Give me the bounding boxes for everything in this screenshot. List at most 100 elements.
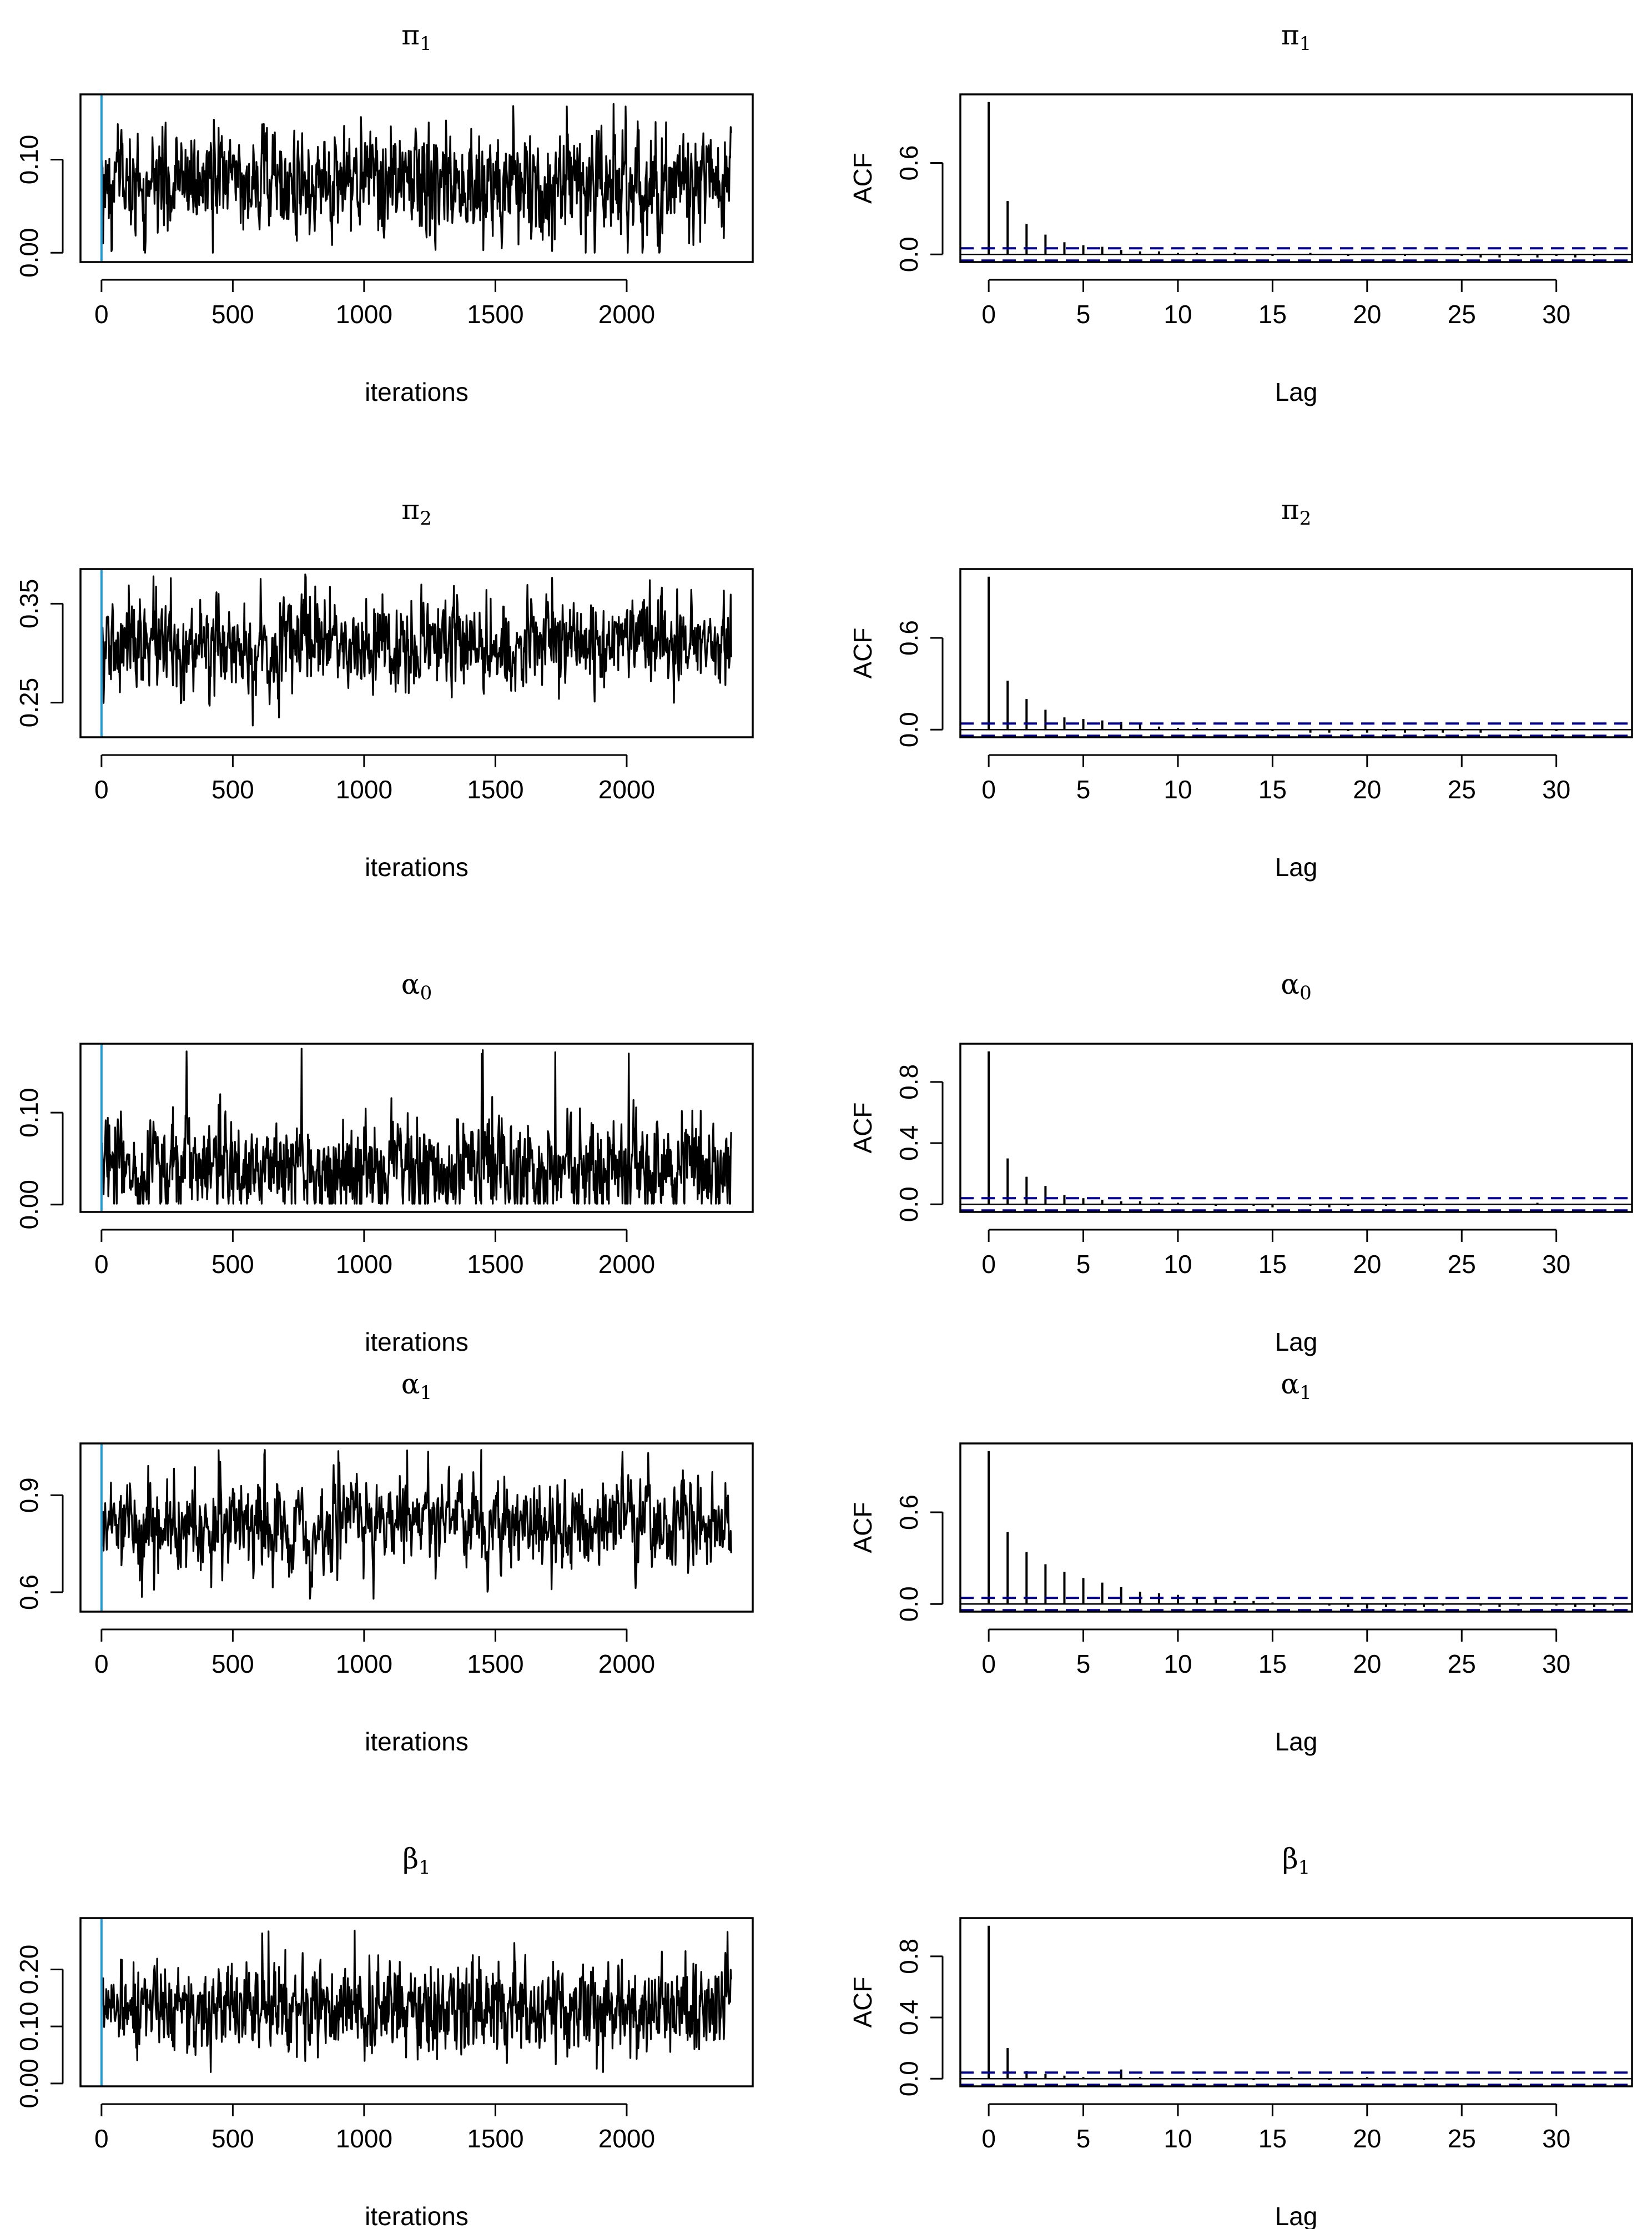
y-tick-label: 0.9 [14,1477,43,1513]
trace-series [100,1929,732,2073]
x-tick-label: 500 [211,1250,254,1279]
x-tick-label: 2000 [598,300,655,329]
x-axis-label: iterations [365,1727,469,1756]
y-axis-label: ACF [848,1502,877,1553]
y-tick-label: 0.0 [894,1586,923,1622]
y-tick-label: 0.20 [14,1945,43,1995]
x-axis-label: Lag [1275,378,1318,406]
x-axis-label: iterations [365,2202,469,2229]
x-tick-label: 5 [1076,1250,1091,1279]
y-axis-label: ACF [848,1103,877,1154]
y-tick-label: 0.00 [14,228,43,278]
plot-frame [959,1442,1633,1613]
x-axis-label: Lag [1275,1727,1318,1756]
y-tick-label: 0.6 [14,1574,43,1610]
x-axis-label: iterations [365,1327,469,1356]
x-tick-label: 10 [1164,2124,1192,2153]
panel-title: π1 [1281,19,1312,55]
y-tick-label: 0.6 [894,145,923,181]
plot-frame [79,1043,754,1213]
x-tick-label: 25 [1448,300,1476,329]
x-tick-label: 0 [981,300,996,329]
x-tick-label: 1500 [467,300,523,329]
y-tick-label: 0.8 [894,1939,923,1974]
y-tick-label: 0.8 [894,1064,923,1100]
plot-frame [959,568,1633,738]
title-subscript: 2 [1300,507,1312,530]
y-axis-label: ACF [848,1977,877,2028]
y-tick-label: 0.6 [894,620,923,656]
title-symbol: π [1281,19,1300,51]
title-subscript: 0 [420,982,432,1004]
x-tick-label: 15 [1258,300,1287,329]
panel-title: β1 [402,1843,431,1879]
panel-alpha1-trace: α1 0 500 1000 1500 2000 iterations 0.6 0.9 [14,1368,754,1756]
y-tick-label: 0.0 [894,2061,923,2096]
x-tick-label: 15 [1258,2124,1287,2153]
plot-frame [959,1043,1633,1213]
y-tick-label: 0.10 [14,135,43,185]
x-tick-label: 5 [1076,2124,1091,2153]
title-subscript: 1 [1298,1856,1311,1879]
title-subscript: 1 [420,33,432,55]
panel-title: π2 [1281,494,1312,530]
title-symbol: π [401,494,420,526]
x-tick-label: 20 [1353,1250,1381,1279]
x-tick-label: 1000 [336,775,392,804]
x-axis-label: Lag [1275,2202,1318,2229]
x-tick-label: 5 [1076,300,1091,329]
x-tick-label: 1000 [336,300,392,329]
x-tick-label: 20 [1353,300,1381,329]
trace-series [100,103,732,254]
title-symbol: π [401,19,420,51]
x-tick-label: 500 [211,775,254,804]
x-tick-label: 1500 [467,2124,523,2153]
x-tick-label: 25 [1448,2124,1476,2153]
x-tick-label: 30 [1542,300,1570,329]
panel-title: α1 [1281,1368,1311,1404]
x-axis-label: Lag [1275,1327,1318,1356]
y-tick-label: 0.4 [894,1125,923,1161]
x-tick-label: 1000 [336,2124,392,2153]
x-tick-label: 0 [94,2124,109,2153]
panel-title: π1 [401,19,432,55]
x-tick-label: 10 [1164,1250,1192,1279]
trace-series [100,1449,732,1600]
panel-title: β1 [1282,1843,1311,1879]
x-tick-label: 0 [981,775,996,804]
x-tick-label: 500 [211,1649,254,1678]
title-subscript: 0 [1300,982,1312,1004]
x-tick-label: 0 [981,1250,996,1279]
x-tick-label: 30 [1542,1250,1570,1279]
panel-title: π2 [401,494,432,530]
x-tick-label: 30 [1542,2124,1570,2153]
x-tick-label: 0 [94,1250,109,1279]
title-symbol: π [1281,494,1300,526]
title-subscript: 1 [420,1382,432,1404]
trace-series [100,1048,732,1205]
x-tick-label: 30 [1542,775,1570,804]
plot-frame [79,93,754,263]
plot-frame [79,1442,754,1613]
panel-beta1-trace: β1 0 500 1000 1500 2000 iterations 0.00 0.10 0.20 [14,1843,754,2229]
panel-title: α0 [1281,968,1311,1004]
x-tick-label: 0 [981,1649,996,1678]
x-tick-label: 10 [1164,775,1192,804]
plot-frame [959,1917,1633,2087]
x-tick-label: 2000 [598,775,655,804]
x-tick-label: 500 [211,2124,254,2153]
y-tick-label: 0.6 [894,1495,923,1530]
y-tick-label: 0.00 [14,2059,43,2109]
title-symbol: α [401,968,420,1000]
x-tick-label: 1000 [336,1250,392,1279]
y-tick-label: 0.10 [14,2001,43,2051]
y-tick-label: 0.10 [14,1088,43,1138]
x-tick-label: 20 [1353,2124,1381,2153]
x-axis-label: iterations [365,378,469,406]
x-tick-label: 2000 [598,1250,655,1279]
